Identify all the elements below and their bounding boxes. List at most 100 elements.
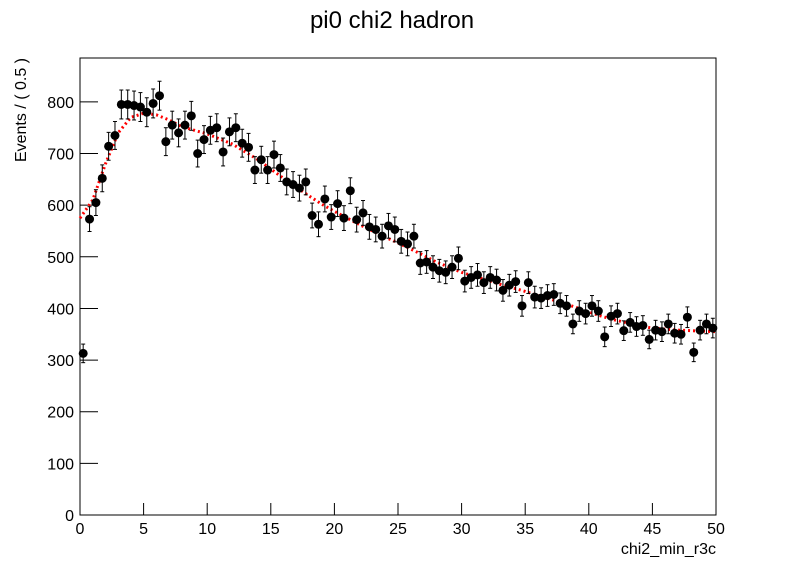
data-point [390,224,400,234]
y-tick-label: 100 [47,456,74,473]
data-point [409,231,419,241]
data-point [453,253,463,263]
data-point [447,262,457,272]
data-point [148,98,158,108]
data-point [562,301,572,311]
data-point [110,130,120,140]
data-point [167,120,177,130]
x-tick-label: 40 [580,521,598,538]
chart-title: pi0 chi2 hadron [310,7,474,34]
y-tick-label: 500 [47,250,74,267]
data-point [320,194,330,204]
data-point [135,102,145,112]
data-point [199,135,209,145]
y-tick-label: 400 [47,301,74,318]
data-point [212,123,222,133]
x-tick-label: 15 [262,521,280,538]
data-point [155,91,164,101]
data-point [523,278,533,288]
data-point [695,325,705,335]
data-point [638,320,648,330]
data-point [231,123,241,133]
x-tick-label: 35 [516,521,534,538]
data-point [116,99,126,109]
fit-curve [78,111,717,334]
data-point [511,277,521,287]
data-point [294,183,304,193]
x-tick-label: 30 [453,521,471,538]
data-point [377,231,387,241]
data-point [78,348,88,358]
x-tick-label: 20 [326,521,344,538]
data-point [339,213,349,223]
y-tick-label: 200 [47,405,74,422]
data-point [657,327,667,337]
data-point [307,210,317,220]
x-axis-label: chi2_min_r3c [621,541,716,558]
data-point [492,275,502,285]
data-point [85,214,95,224]
x-tick-label: 45 [644,521,662,538]
data-point [91,198,101,208]
data-point [473,270,482,280]
data-point [619,326,629,336]
y-tick-label: 800 [47,95,74,112]
x-tick-label: 0 [76,521,85,538]
data-point [403,239,413,249]
data-point [689,347,699,357]
data-point [224,127,234,137]
data-point [441,267,451,277]
y-tick-label: 0 [65,508,74,525]
y-axis-label: Events / ( 0.5 ) [13,58,30,162]
x-tick-label: 10 [198,521,216,538]
data-point [479,278,489,288]
data-point [593,306,603,316]
data-point [676,329,686,339]
data-point [644,334,654,344]
data-point [256,155,266,165]
y-tick-label: 700 [47,147,74,164]
data-point [326,212,336,222]
data-point [663,319,673,329]
data-point [250,165,260,175]
data-point [180,120,190,130]
data-point [587,301,597,311]
data-point [193,149,203,159]
data-point [612,309,622,319]
data-point [333,199,343,209]
y-tick-label: 300 [47,353,74,370]
data-point [218,147,228,157]
data-point [600,332,610,342]
data-point [97,173,107,183]
data-point [625,317,635,327]
data-point [174,128,184,138]
y-tick-label: 600 [47,198,74,215]
data-point [269,150,279,160]
data-point [422,257,432,267]
data-point [275,163,285,173]
data-point [161,137,171,147]
x-tick-label: 25 [389,521,407,538]
data-point [352,215,362,225]
data-point [263,165,273,175]
data-point [708,323,718,333]
data-point [142,107,152,117]
data-point [701,319,711,329]
data-point [237,138,247,148]
data-point [244,142,254,152]
data-point [371,224,381,234]
data-point [358,208,368,218]
data-point [301,177,311,187]
data-point [186,111,196,121]
data-point [104,141,114,151]
data-point [517,301,527,311]
data-point [314,219,323,229]
data-point [568,319,578,329]
data-point [345,186,355,196]
data-point [581,309,591,319]
x-tick-label: 5 [139,521,148,538]
data-point [549,290,559,300]
x-tick-label: 50 [707,521,725,538]
data-point [498,285,508,295]
